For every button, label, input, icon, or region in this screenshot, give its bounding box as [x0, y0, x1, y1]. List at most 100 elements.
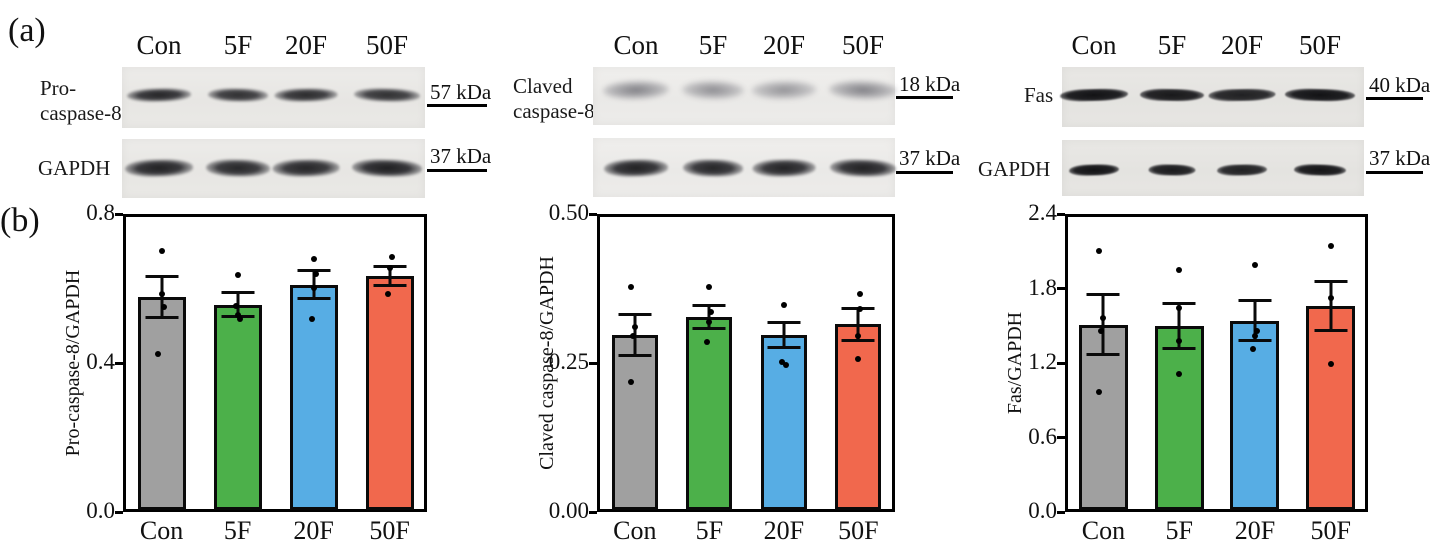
lane-label-50f: 50F [1298, 30, 1342, 60]
error-bar [1329, 281, 1333, 331]
error-bar-cap-bottom [767, 346, 801, 349]
data-point [1096, 388, 1103, 395]
protein-label-claved-caspase-8-line2: caspase-8 [513, 99, 595, 123]
kda-underline [896, 96, 953, 99]
lane-label-20f: 20F [762, 30, 806, 60]
data-point [236, 316, 243, 323]
data-point [154, 350, 161, 357]
data-point [384, 291, 391, 298]
data-point [386, 265, 393, 271]
lane-label-20f: 20F [1220, 30, 1264, 60]
gapdh-band [124, 158, 194, 178]
data-point [627, 283, 634, 290]
y-tick [1057, 361, 1065, 365]
y-tick [589, 361, 597, 365]
lane-label-5f: 5F [1157, 30, 1187, 60]
protein-band [207, 87, 269, 103]
data-point [1098, 327, 1105, 334]
error-bar-cap-top [221, 291, 255, 295]
gapdh-band [752, 158, 816, 178]
claved-caspase-8-protein-blot [593, 67, 898, 125]
data-point [234, 272, 241, 279]
kda-underline [427, 104, 487, 107]
y-axis-title: Claved caspase-8/GAPDH [536, 256, 558, 470]
error-bar-cap-bottom [297, 297, 331, 301]
y-tick-label: 0.6 [1028, 423, 1057, 449]
x-tick-label-con: Con [139, 516, 184, 545]
bar-5f [686, 317, 733, 510]
y-tick [115, 361, 123, 365]
protein-band [1059, 88, 1129, 102]
kda-underline [1366, 97, 1423, 100]
error-bar [1253, 300, 1257, 341]
data-point [1251, 332, 1258, 339]
error-bar [1177, 303, 1181, 349]
protein-band [1208, 88, 1276, 102]
data-point [158, 291, 165, 298]
data-point [158, 248, 165, 255]
error-bar [782, 322, 786, 348]
error-bar-cap-top [1238, 299, 1272, 303]
error-bar [707, 305, 711, 329]
y-tick [1057, 212, 1065, 216]
kda-label-57: 57 kDa [430, 80, 492, 104]
x-tick-label-5f: 5F [223, 516, 252, 545]
bar-5f [1154, 325, 1204, 510]
y-tick [1057, 510, 1065, 514]
lane-label-20f: 20F [284, 30, 328, 60]
gapdh-band [682, 158, 744, 178]
panel-b-label: (b) [0, 202, 40, 239]
data-point [780, 302, 787, 309]
fas-gapdh-blot [1062, 140, 1364, 196]
protein-band [126, 87, 192, 103]
error-bar-cap-bottom [1162, 346, 1196, 350]
bar-con [137, 296, 186, 510]
lane-label-5f: 5F [698, 30, 728, 60]
data-point [1100, 315, 1107, 322]
data-point [704, 339, 711, 346]
bar-5f [213, 304, 262, 510]
x-tick-label-5f: 5F [695, 516, 724, 545]
y-tick-label: 0.8 [86, 200, 115, 225]
error-bar-cap-top [767, 320, 801, 324]
protein-label-pro-caspase-8-line2: caspase-8 [40, 101, 122, 125]
error-bar-cap-top [692, 304, 726, 308]
y-tick [1057, 287, 1065, 290]
data-point [310, 284, 317, 291]
gapdh-band [1068, 163, 1120, 177]
gapdh-band [1148, 164, 1196, 176]
error-bar-cap-bottom [841, 338, 875, 342]
data-point [312, 270, 319, 277]
kda-underline [1366, 171, 1423, 174]
kda-label-37-group1: 37 kDa [430, 144, 492, 168]
kda-label-37-group3: 37 kDa [1369, 146, 1431, 170]
kda-label-18: 18 kDa [899, 72, 961, 96]
x-tick-label-con: Con [1081, 516, 1126, 545]
bar-20f [760, 334, 807, 510]
y-tick [115, 510, 123, 514]
gapdh-band [603, 158, 669, 178]
data-point [706, 319, 713, 326]
data-point [232, 303, 239, 310]
fas-protein-blot [1059, 67, 1364, 127]
data-point [1253, 327, 1260, 334]
data-point [1176, 266, 1183, 273]
gapdh-band [272, 158, 340, 178]
y-axis-title: Fas/GAPDH [1004, 311, 1026, 415]
protein-band [828, 80, 898, 100]
error-bar-cap-top [145, 274, 179, 278]
gapdh-band [1293, 163, 1347, 177]
kda-underline [427, 169, 487, 172]
data-point [1327, 361, 1334, 368]
y-tick-label: 0.0 [1028, 498, 1057, 523]
data-point [855, 355, 862, 362]
data-point [857, 291, 864, 298]
y-tick-label: 1.8 [1028, 274, 1057, 300]
error-bar [388, 266, 392, 286]
error-bar-cap-bottom [692, 326, 726, 330]
error-bar [1101, 294, 1105, 355]
data-point [310, 255, 317, 262]
x-tick-label-20f: 20F [293, 516, 334, 545]
data-point [708, 309, 715, 316]
